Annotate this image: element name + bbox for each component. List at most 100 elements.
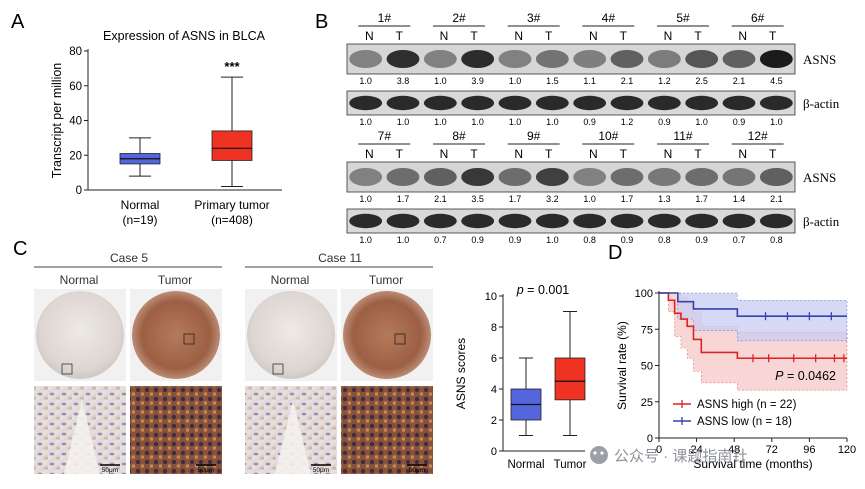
c-x-category-label: Normal [507, 459, 544, 471]
b-lane-label-tumor: T [769, 29, 777, 43]
d-x-tick-label: 120 [838, 444, 856, 456]
a-y-tick-label: 20 [69, 150, 82, 162]
b-asns-value: 1.4 [733, 194, 746, 204]
b-lane-label-tumor: T [396, 29, 404, 43]
b-actin-value: 1.0 [770, 117, 783, 127]
b-actin-value: 1.0 [546, 117, 559, 127]
c-x-category-label: Tumor [554, 459, 587, 471]
panel-a: A Expression of ASNS in BLCA 0 20 40 60 80 Tr… [11, 11, 282, 227]
b-asns-band [685, 168, 719, 186]
b-asns-band [386, 50, 420, 68]
b-asns-label: ASNS [803, 52, 836, 67]
panel-d: D 0 25 50 75 100 0 24 48 72 96 120 Survival time (m… [608, 242, 856, 471]
c-core-tumor [343, 291, 431, 379]
b-asns-band [349, 50, 383, 68]
b-actin-value: 1.0 [509, 117, 522, 127]
c-zoom-tumor [130, 386, 222, 474]
b-case-label: 9# [527, 129, 541, 143]
b-lane-label-tumor: T [545, 29, 553, 43]
c-case-title: Case 5 [110, 251, 148, 265]
c-zoom-normal-lumen [275, 400, 311, 474]
c-scale-bar-label: 50μm [313, 467, 329, 474]
b-asns-band [647, 168, 681, 186]
b-actin-band [423, 95, 457, 111]
b-asns-value: 4.5 [770, 76, 783, 86]
b-asns-value: 1.5 [546, 76, 559, 86]
b-actin-membrane [346, 90, 796, 116]
b-actin-band [759, 95, 793, 111]
c-zoom-box-normal [61, 363, 73, 375]
b-asns-value: 1.0 [434, 76, 447, 86]
b-lane-label-tumor: T [545, 147, 553, 161]
b-case-label: 10# [598, 129, 618, 143]
wechat-icon-eye-right [600, 451, 604, 455]
d-y-tick-label: 75 [641, 324, 653, 336]
b-asns-band [722, 168, 756, 186]
b-asns-value: 1.7 [695, 194, 708, 204]
b-actin-band [423, 213, 457, 229]
b-lane-label-tumor: T [769, 147, 777, 161]
b-actin-value: 1.2 [621, 117, 634, 127]
c-scale-bar-label: 50μm [102, 467, 118, 474]
b-actin-value: 1.0 [434, 117, 447, 127]
a-x-category-name: Normal [121, 198, 160, 212]
b-actin-band [461, 213, 495, 229]
d-curve-1 [659, 292, 847, 317]
d-x-tick-label: 48 [728, 444, 740, 456]
d-y-tick-label: 50 [641, 361, 653, 373]
b-actin-band [498, 213, 532, 229]
b-actin-value: 0.8 [770, 235, 783, 245]
b-asns-value: 3.9 [471, 76, 484, 86]
d-x-tick-label: 72 [766, 444, 778, 456]
c-scale-bar-label: 50μm [198, 467, 214, 474]
panel-c-chart: 0 2 4 6 8 10 ASNS scores Normal Tumor p = 0.001 [454, 283, 587, 471]
b-asns-membrane [346, 161, 796, 193]
b-actin-label: β-actin [803, 214, 840, 229]
b-lane-label-tumor: T [470, 147, 478, 161]
panel-d-letter: D [608, 242, 622, 264]
b-case-label: 5# [676, 11, 690, 25]
b-actin-value: 0.8 [583, 235, 596, 245]
b-lane-label-tumor: T [694, 147, 702, 161]
b-actin-value: 0.9 [621, 235, 634, 245]
panel-c-letter: C [13, 238, 27, 260]
d-p-text: = 0.0462 [784, 369, 837, 383]
c-normal-label: Normal [60, 273, 99, 287]
panel-a-title: Expression of ASNS in BLCA [103, 29, 266, 43]
b-asns-band [535, 168, 569, 186]
b-asns-band [535, 50, 569, 68]
a-y-tick-label: 60 [69, 81, 82, 93]
b-case-label: 12# [748, 129, 768, 143]
b-lane-label-normal: N [365, 147, 374, 161]
c-tumor-label: Tumor [369, 273, 403, 287]
d-x-tick-label: 0 [656, 444, 662, 456]
wechat-icon [590, 446, 608, 464]
b-asns-band [722, 50, 756, 68]
c-p-text: = 0.001 [524, 283, 570, 297]
a-y-tick-label: 0 [76, 185, 82, 197]
d-p-symbol: P [775, 369, 784, 383]
b-actin-band [722, 95, 756, 111]
b-asns-value: 1.3 [658, 194, 671, 204]
a-x-category-name: Primary tumor [194, 198, 269, 212]
b-case-label: 4# [602, 11, 616, 25]
panel-a-letter: A [11, 11, 25, 33]
c-scale-bar-label: 50μm [409, 467, 425, 474]
b-case-label: 2# [452, 11, 466, 25]
b-asns-band [461, 168, 495, 186]
b-actin-value: 0.9 [658, 117, 671, 127]
b-asns-band [498, 168, 532, 186]
c-case-title: Case 11 [318, 251, 362, 265]
b-asns-band [759, 168, 793, 186]
b-lane-label-normal: N [440, 147, 449, 161]
a-x-category-count: (n=408) [211, 213, 253, 227]
d-x-axis-label: Survival time (months) [693, 457, 812, 471]
b-asns-band [685, 50, 719, 68]
b-asns-value: 2.1 [434, 194, 447, 204]
b-lane-label-tumor: T [470, 29, 478, 43]
b-actin-band [647, 213, 681, 229]
b-case-label: 7# [378, 129, 392, 143]
a-y-tick-label: 40 [69, 116, 82, 128]
b-lane-label-tumor: T [620, 147, 628, 161]
